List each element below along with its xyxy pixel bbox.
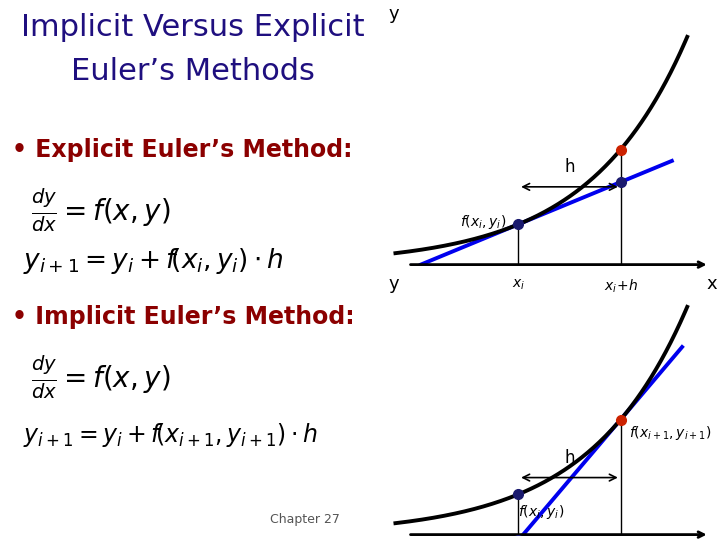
- Text: $x_i\!+\!h$: $x_i\!+\!h$: [603, 278, 638, 295]
- Text: $y_{i+1} = y_i + f\!\left(x_{i+1}, y_{i+1}\right)\cdot h$: $y_{i+1} = y_i + f\!\left(x_{i+1}, y_{i+…: [23, 421, 318, 449]
- Text: $f(x_i,y_i)$: $f(x_i,y_i)$: [460, 213, 506, 231]
- Text: $\frac{dy}{dx} = f\left(x, y\right)$: $\frac{dy}{dx} = f\left(x, y\right)$: [31, 186, 170, 234]
- Text: $x_i$: $x_i$: [512, 278, 525, 292]
- Text: Chapter 27: Chapter 27: [269, 514, 340, 526]
- Text: $f(x_{i+1},y_{i+1})$: $f(x_{i+1},y_{i+1})$: [629, 424, 711, 442]
- Text: $f(x_i,y_i)$: $f(x_i,y_i)$: [518, 503, 564, 522]
- Text: h: h: [564, 158, 575, 177]
- Text: x: x: [706, 275, 717, 293]
- Text: $y_{i+1} = y_i + f\!\left(x_i, y_i\right)\cdot h$: $y_{i+1} = y_i + f\!\left(x_i, y_i\right…: [23, 246, 284, 276]
- Text: • Implicit Euler’s Method:: • Implicit Euler’s Method:: [12, 305, 354, 329]
- Text: h: h: [564, 449, 575, 467]
- Text: • Explicit Euler’s Method:: • Explicit Euler’s Method:: [12, 138, 352, 161]
- Text: y: y: [389, 5, 400, 23]
- Text: Euler’s Methods: Euler’s Methods: [71, 57, 315, 86]
- Text: $\frac{dy}{dx} = f\left(x, y\right)$: $\frac{dy}{dx} = f\left(x, y\right)$: [31, 354, 170, 401]
- Text: Implicit Versus Explicit: Implicit Versus Explicit: [21, 14, 364, 43]
- Text: y: y: [389, 275, 400, 293]
